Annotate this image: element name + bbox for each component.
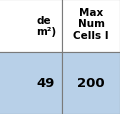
Bar [62, 52, 120, 114]
Bar [62, 0, 120, 52]
Text: de
m²): de m²) [36, 16, 56, 37]
Text: 200: 200 [77, 77, 105, 90]
Text: 49: 49 [37, 77, 55, 90]
Text: Max
Num
Cells I: Max Num Cells I [73, 8, 109, 40]
Bar [0, 52, 62, 114]
Bar [0, 0, 62, 52]
